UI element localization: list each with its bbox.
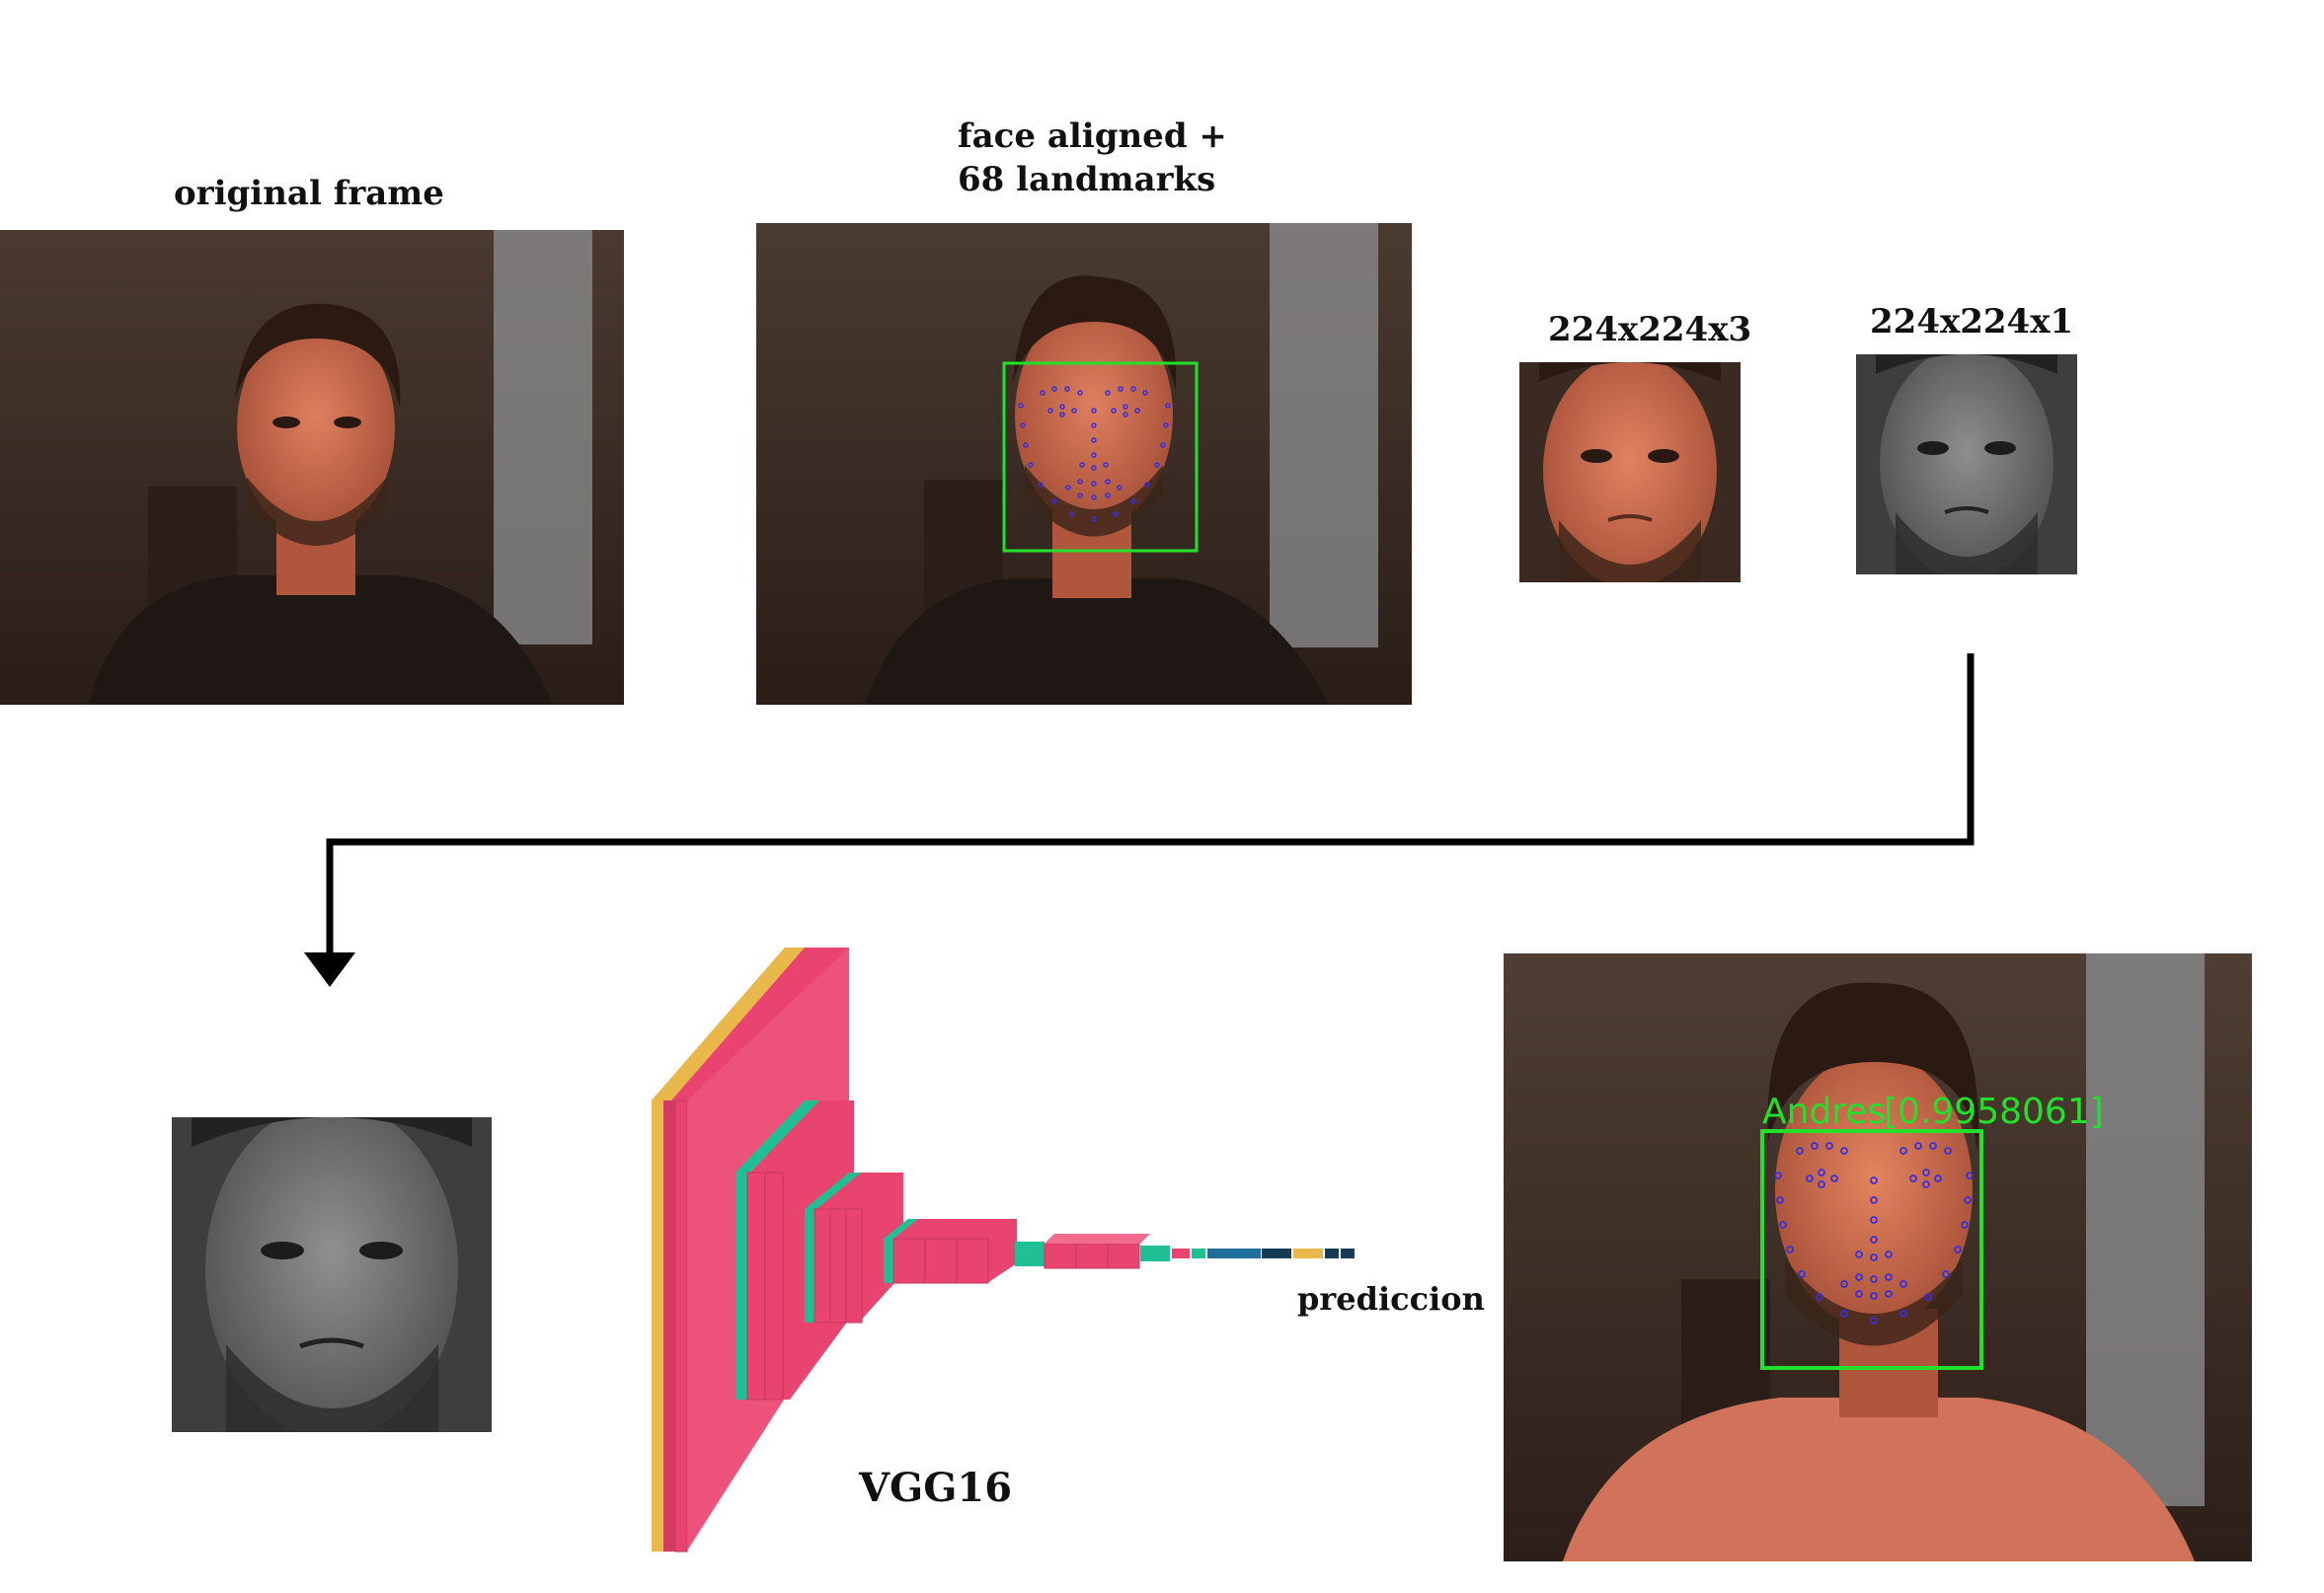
face-aligned-label: face aligned + bbox=[958, 116, 1227, 156]
original-frame-image bbox=[0, 230, 624, 705]
aligned-face-image bbox=[756, 223, 1412, 705]
vgg16-diagram bbox=[642, 938, 1372, 1559]
vgg-dense-layers bbox=[1140, 1246, 1355, 1261]
rgb-size-label: 224x224x3 bbox=[1548, 310, 1752, 349]
vgg-block-2 bbox=[736, 1100, 854, 1401]
vgg16-label: VGG16 bbox=[859, 1465, 1013, 1511]
arrow-head bbox=[304, 952, 355, 987]
vgg-block-4 bbox=[884, 1219, 1017, 1284]
prediction-frame-image: Andres [0.9958061] bbox=[1504, 953, 2252, 1561]
original-frame-label: original frame bbox=[174, 174, 444, 213]
vgg-block-3 bbox=[805, 1173, 903, 1324]
face-bounding-box bbox=[1002, 361, 1199, 553]
rgb-face-crop bbox=[1519, 362, 1741, 582]
landmark-points bbox=[1018, 386, 1171, 522]
grayscale-face-input bbox=[172, 1117, 492, 1432]
prediction-landmarks bbox=[1774, 1142, 1974, 1325]
prediction-label: prediccion bbox=[1297, 1280, 1485, 1318]
prediction-name-text: Andres bbox=[1762, 1092, 1886, 1132]
prediction-score-text: [0.9958061] bbox=[1884, 1092, 2104, 1132]
landmarks-label: 68 landmarks bbox=[958, 160, 1216, 199]
grayscale-face-crop-top bbox=[1856, 354, 2077, 574]
gray-size-label: 224x224x1 bbox=[1870, 302, 2074, 341]
vgg-block-5 bbox=[1015, 1234, 1150, 1269]
prediction-bounding-box bbox=[1760, 1129, 1983, 1370]
